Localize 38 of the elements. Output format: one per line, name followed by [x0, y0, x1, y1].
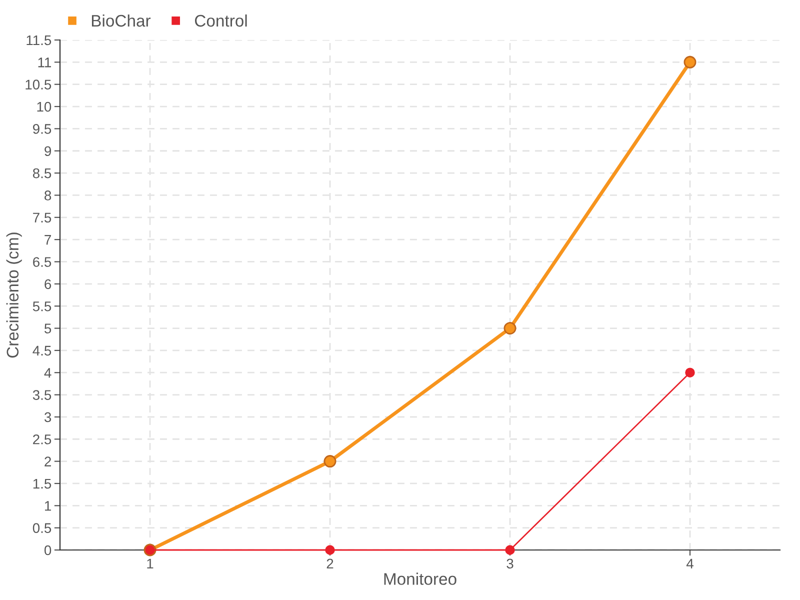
- y-tick-label: 3.5: [32, 390, 52, 400]
- y-tick-label: 5.5: [32, 302, 52, 312]
- y-tick-label: 0.5: [32, 523, 52, 533]
- y-tick-label: 8.5: [32, 168, 52, 178]
- y-tick-label: 4.5: [32, 346, 52, 356]
- legend-label: Control: [194, 14, 247, 27]
- y-tick-label: 7: [44, 235, 51, 245]
- y-tick-label: 5: [44, 324, 52, 334]
- y-tick-label: 10.5: [26, 80, 52, 90]
- y-tick-label: 8: [44, 190, 52, 200]
- point: [504, 322, 516, 335]
- y-tick-label: 0: [44, 545, 52, 556]
- y-tick-label: 9.5: [33, 124, 52, 134]
- y-tick-label: 2: [44, 456, 51, 466]
- y-tick-label: 7.5: [33, 212, 52, 223]
- y-tick-label: 11: [38, 58, 51, 68]
- x-tick-label: 2: [326, 558, 334, 568]
- point: [684, 56, 696, 68]
- y-tick-label: 2.5: [33, 434, 52, 444]
- y-tick-label: 1.5: [33, 478, 52, 489]
- y-tick-label: 4: [44, 368, 52, 378]
- y-tick-label: 1: [45, 501, 51, 511]
- x-tick-label: 4: [686, 558, 694, 568]
- point: [324, 455, 336, 468]
- point: [505, 545, 515, 555]
- y-tick-label: 3: [44, 412, 52, 422]
- legend-label: BioChar: [92, 14, 151, 27]
- x-axis-title: Monitoreo: [384, 572, 456, 585]
- y-tick-label: 6: [44, 279, 52, 290]
- x-tick-label: 3: [506, 558, 514, 569]
- y-axis-title: Crecimiento (cm): [6, 232, 22, 358]
- y-tick-label: 11.5: [26, 35, 52, 46]
- y-tick-label: 6.5: [33, 257, 52, 267]
- point: [685, 368, 695, 378]
- x-tick-label: 1: [147, 558, 154, 568]
- y-tick-label: 10: [37, 102, 52, 112]
- y-tick-label: 9: [44, 146, 52, 156]
- point: [325, 545, 335, 555]
